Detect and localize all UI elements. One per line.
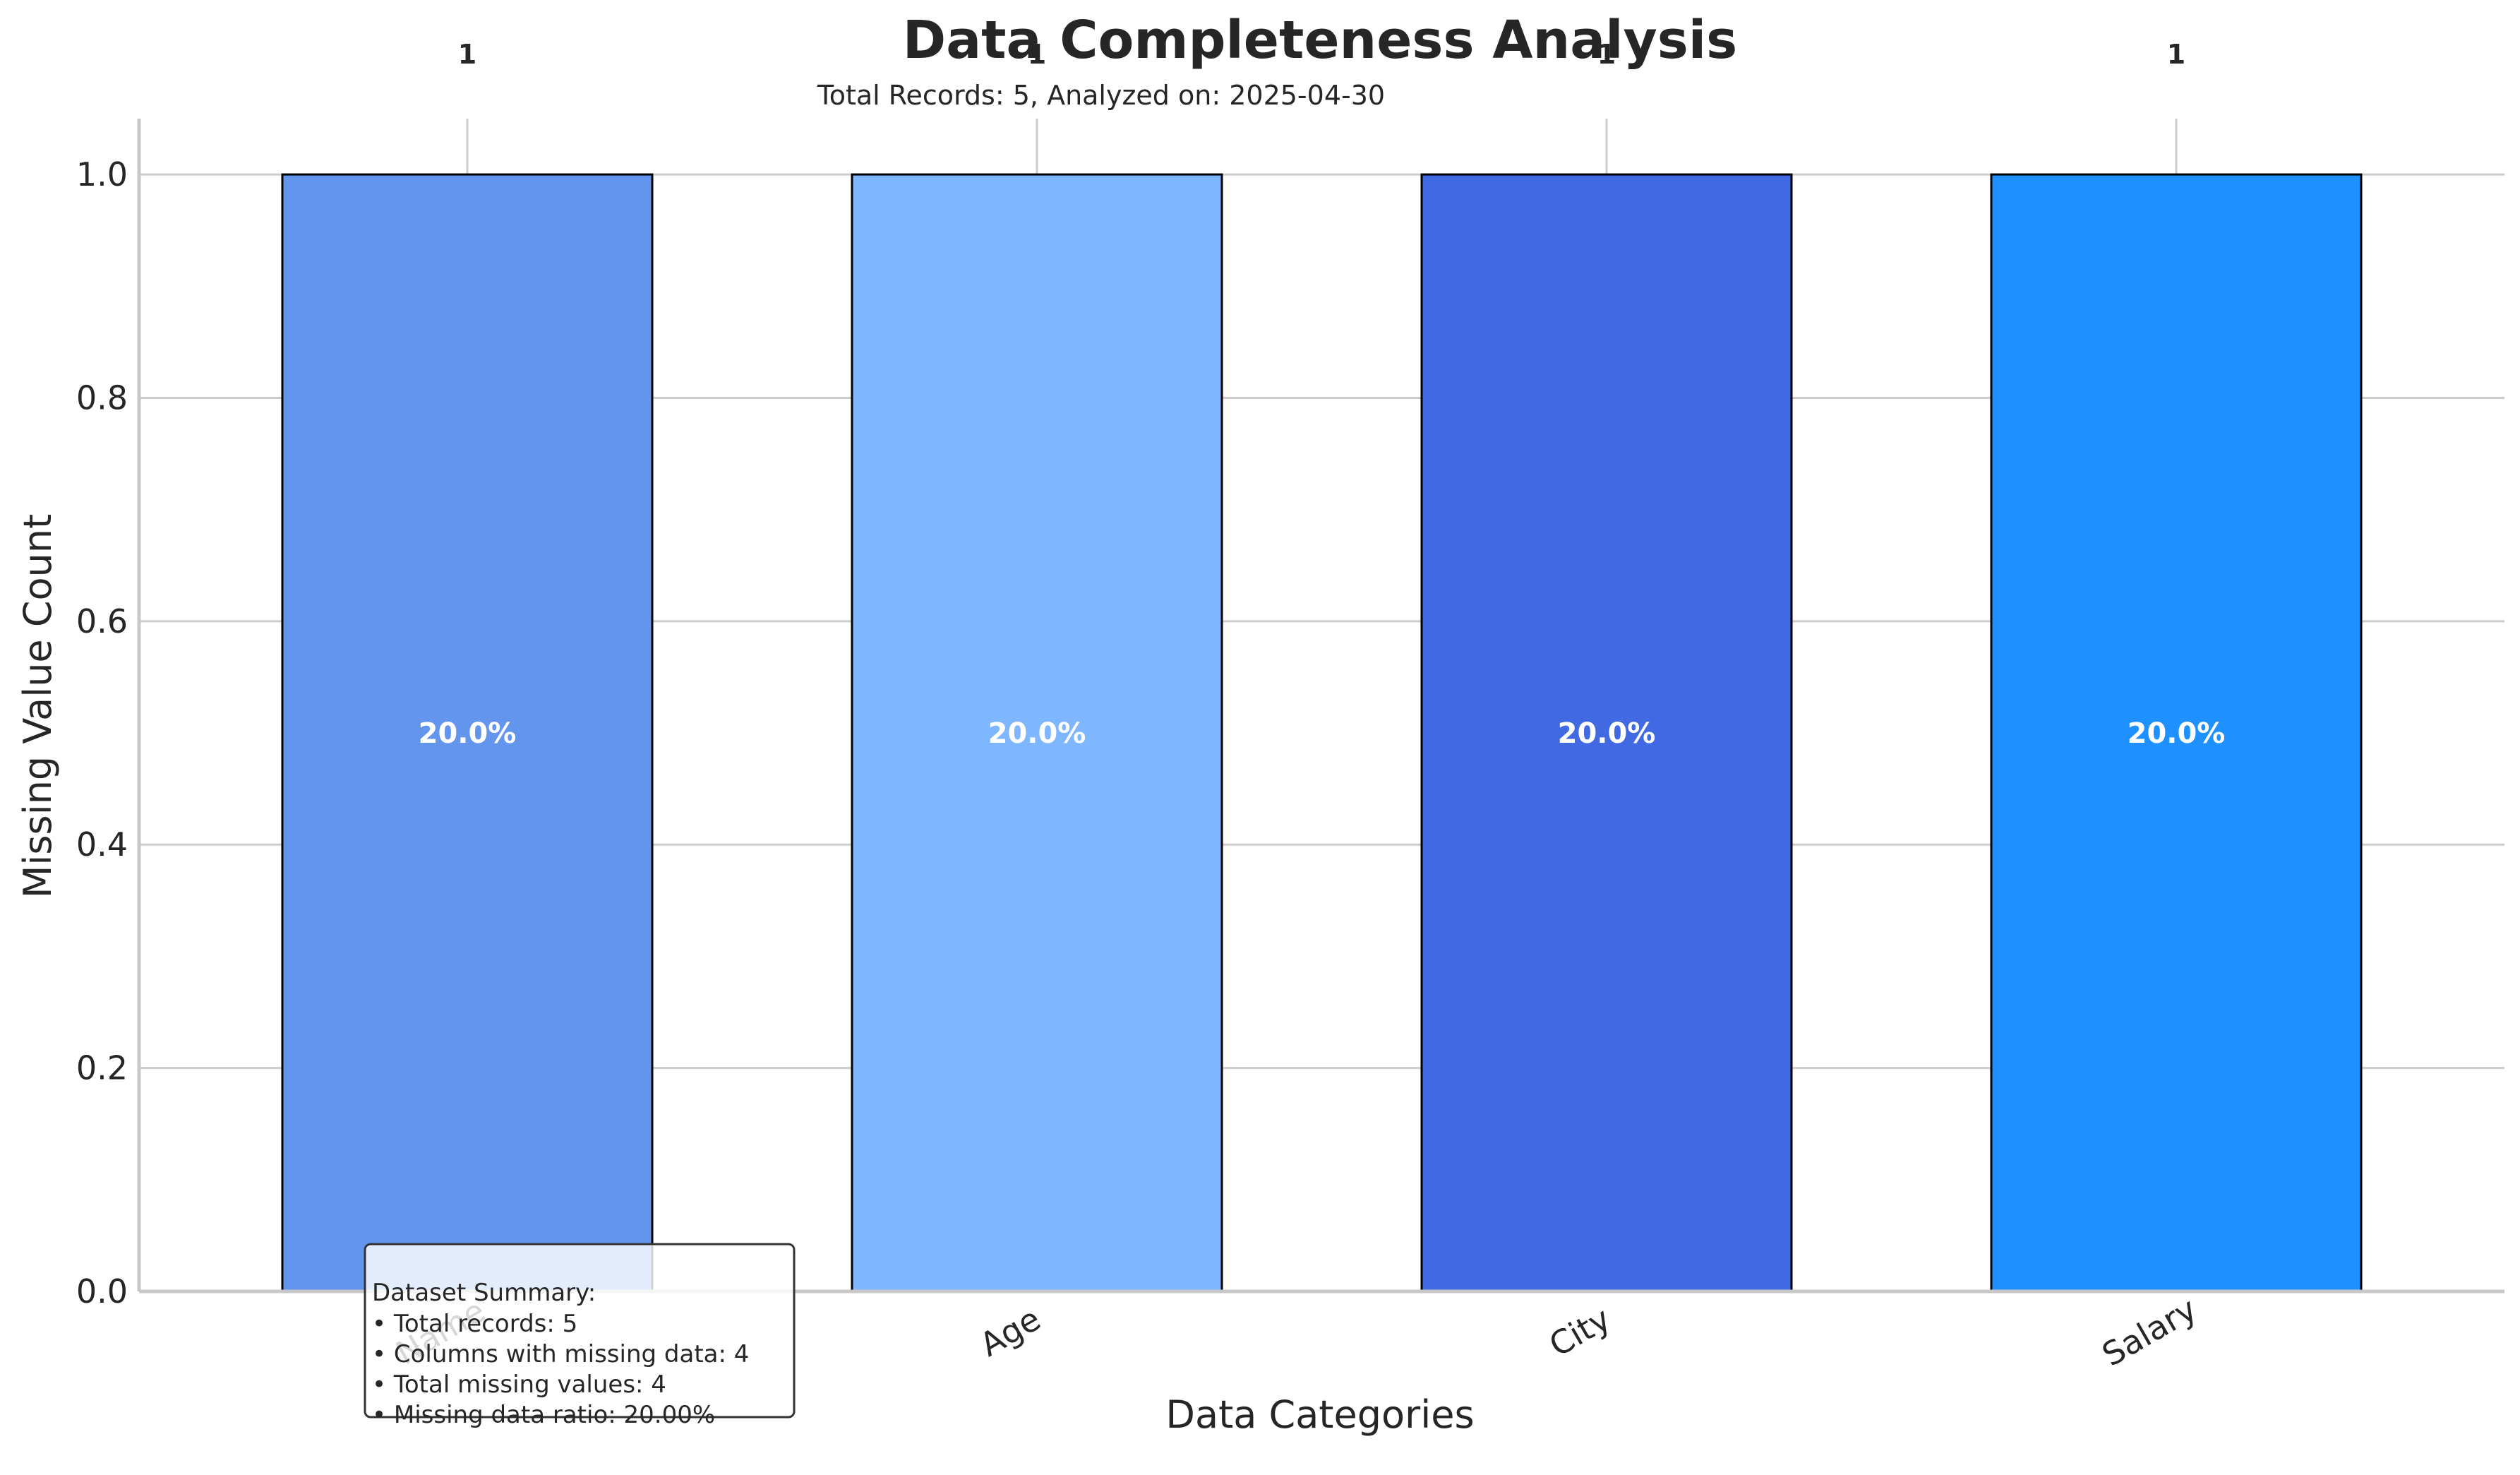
bar-percent-label: 20.0% xyxy=(988,717,1086,750)
x-tick-label: Salary xyxy=(2096,1290,2203,1374)
y-tick-label: 0.0 xyxy=(76,1272,128,1310)
summary-line: • Missing data ratio: 20.00% xyxy=(372,1401,715,1429)
bar-salary xyxy=(1990,173,2363,1293)
summary-line: • Total missing values: 4 xyxy=(372,1371,666,1399)
bar-percent-label: 20.0% xyxy=(2128,717,2226,750)
summary-line: • Total records: 5 xyxy=(372,1310,577,1338)
bars xyxy=(281,173,2363,1293)
bar-value-label: 1 xyxy=(458,39,476,70)
y-tick-label: 0.6 xyxy=(76,602,128,640)
y-axis-label: Missing Value Count xyxy=(16,514,60,898)
dataset-summary-box: Dataset Summary: • Total records: 5 • Co… xyxy=(364,1243,796,1429)
bar-percent-label: 20.0% xyxy=(419,717,517,750)
x-tick-label: Age xyxy=(973,1300,1047,1364)
x-axis-label: Data Categories xyxy=(1165,1392,1474,1437)
x-tick-label: City xyxy=(1542,1299,1616,1364)
bar-value-label: 1 xyxy=(2167,39,2185,70)
summary-title: Dataset Summary: xyxy=(372,1279,596,1307)
y-tick-label: 0.8 xyxy=(76,378,128,417)
bar-percent-label: 20.0% xyxy=(1558,717,1656,750)
y-tick-label: 1.0 xyxy=(76,155,128,193)
summary-line: • Columns with missing data: 4 xyxy=(372,1340,749,1368)
bar-age xyxy=(851,173,1223,1293)
bar-name xyxy=(281,173,654,1293)
chart-subtitle: Total Records: 5, Analyzed on: 2025-04-3… xyxy=(817,80,1385,111)
data-labels: 20.0% 1 20.0% 1 20.0% 1 20.0% 1 xyxy=(419,39,2226,750)
summary-box-frame xyxy=(364,1243,796,1419)
chart-title: Data Completeness Analysis xyxy=(903,10,1737,71)
y-tick-label: 0.2 xyxy=(76,1049,128,1087)
y-tick-label: 0.4 xyxy=(76,825,128,864)
bar-value-label: 1 xyxy=(1597,39,1616,70)
bar-value-label: 1 xyxy=(1028,39,1046,70)
